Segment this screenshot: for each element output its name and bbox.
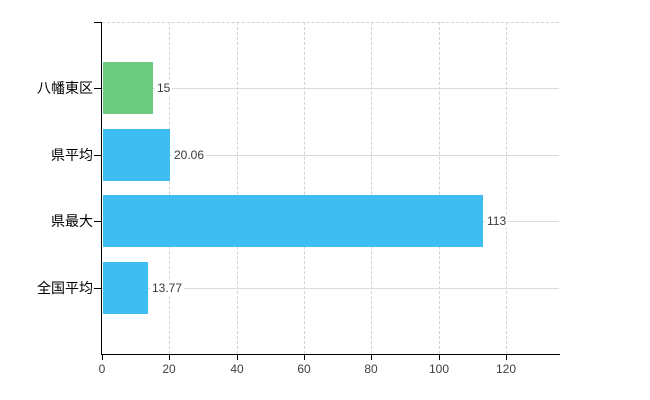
category-label: 全国平均 xyxy=(37,280,93,296)
bar[interactable] xyxy=(103,262,148,314)
bar[interactable] xyxy=(103,195,483,247)
y-axis-tick xyxy=(94,155,101,156)
value-label: 15 xyxy=(155,81,173,95)
vertical-gridline xyxy=(169,22,171,354)
x-axis-tick xyxy=(506,355,507,360)
x-tick-label: 40 xyxy=(230,362,244,376)
x-axis-tick xyxy=(169,355,170,360)
x-tick-label: 80 xyxy=(364,362,378,376)
vertical-gridline xyxy=(438,22,440,354)
row-gridline xyxy=(102,155,559,156)
y-axis-tick xyxy=(94,288,101,289)
x-tick-label: 100 xyxy=(428,362,450,376)
y-axis-tick xyxy=(94,22,101,23)
x-tick-label: 120 xyxy=(495,362,517,376)
category-label: 八幡東区 xyxy=(37,80,93,96)
vertical-gridline xyxy=(236,22,238,354)
x-axis-tick xyxy=(304,355,305,360)
grid-top-line xyxy=(102,22,559,23)
x-tick-label: 0 xyxy=(98,362,106,376)
vertical-gridline xyxy=(371,22,373,354)
category-label: 県最大 xyxy=(51,213,93,229)
bar[interactable] xyxy=(103,62,153,114)
row-gridline xyxy=(102,288,559,289)
x-axis-line xyxy=(101,354,560,355)
vertical-gridline xyxy=(506,22,508,354)
x-axis-tick xyxy=(237,355,238,360)
y-axis-tick xyxy=(94,221,101,222)
value-label: 20.06 xyxy=(172,148,207,162)
vertical-gridline xyxy=(304,22,306,354)
value-label: 13.77 xyxy=(150,281,185,295)
y-axis-line xyxy=(101,22,102,354)
x-tick-label: 20 xyxy=(162,362,176,376)
x-axis-tick xyxy=(439,355,440,360)
x-axis-tick xyxy=(371,355,372,360)
value-label: 113 xyxy=(485,214,509,228)
x-tick-label: 60 xyxy=(297,362,311,376)
row-gridline xyxy=(102,88,559,89)
category-label: 県平均 xyxy=(51,147,93,163)
y-axis-tick xyxy=(94,88,101,89)
x-axis-tick xyxy=(102,355,103,360)
bar[interactable] xyxy=(103,129,170,181)
